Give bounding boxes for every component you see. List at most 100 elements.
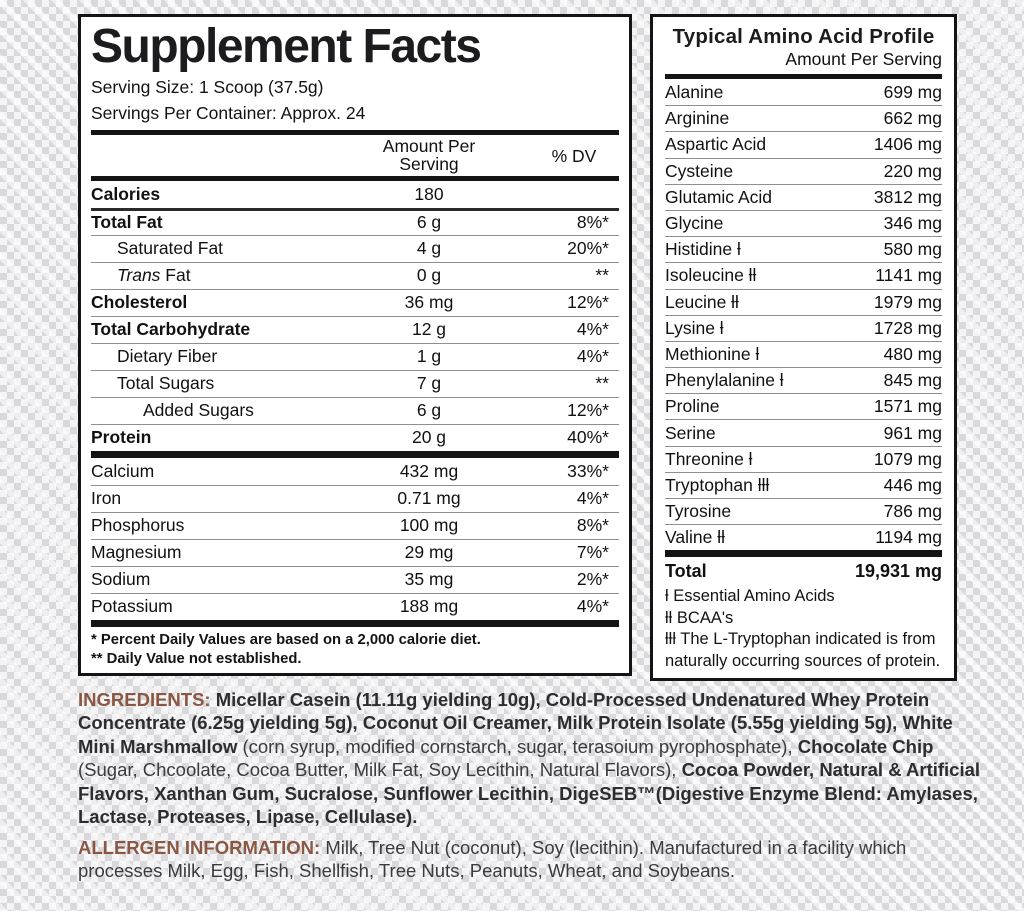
amino-amount: 346 mg [883, 213, 942, 234]
nutrient-name: Total Fat [91, 212, 163, 233]
table-row: Isoleucine ƚƚ 1141 mg [665, 262, 942, 288]
nutrient-name: Potassium [91, 596, 173, 617]
nutrient-amount: 6 g [416, 400, 442, 421]
allergen-label: ALLERGEN INFORMATION: [78, 837, 321, 858]
amino-total-amount: 19,931 mg [854, 560, 942, 581]
table-row: Calories 180 [91, 181, 619, 208]
nutrient-name: Iron [91, 488, 122, 509]
divider-bar [665, 550, 942, 558]
table-row: Lysine ƚ 1728 mg [665, 314, 942, 341]
servings-per-container: Servings Per Container: Approx. 24 [91, 103, 366, 124]
amino-amount: 480 mg [883, 343, 942, 364]
nutrient-name: Calcium [91, 460, 155, 481]
amino-name: Methionine ƚ [665, 343, 760, 364]
amino-amount: 1406 mg [873, 134, 942, 155]
amino-amount: 1979 mg [873, 291, 942, 312]
nutrient-dv: 7%* [576, 542, 609, 563]
amino-amount: 1079 mg [873, 448, 942, 469]
table-row: Tyrosine 786 mg [665, 498, 942, 524]
nutrient-amount: 1 g [416, 346, 442, 367]
nutrient-amount: 0.71 mg [397, 488, 461, 509]
nutrient-dv: 20%* [567, 238, 609, 259]
table-row: Aspartic Acid 1406 mg [665, 131, 942, 157]
table-row: Phenylalanine ƚ 845 mg [665, 367, 942, 393]
nutrient-amount: 180 [414, 183, 444, 204]
nutrient-amount: 20 g [411, 427, 447, 448]
nutrient-amount: 0 g [416, 265, 442, 286]
ingredients-segment: Cocoa Powder, Natural & Artificial Flavo… [78, 759, 981, 828]
nutrient-dv: 40%* [567, 427, 609, 448]
amino-amount: 1571 mg [873, 396, 942, 417]
footnote: ƚƚƚ The L-Tryptophan indicated is from n… [665, 630, 941, 670]
column-header-amount: Amount Per Serving [329, 136, 529, 174]
table-row: Calcium 432 mg 33%* [91, 458, 619, 485]
amino-rows: Alanine 699 mg Arginine 662 mg Aspartic Acid… [665, 79, 942, 550]
footnote: ** Daily Value not established. [91, 650, 302, 667]
ingredients-segment: Micellar Casein (11.11g yielding 10g), C… [78, 689, 953, 757]
nutrient-amount: 100 mg [399, 515, 459, 536]
column-header-amount-line1: Amount Per [382, 136, 476, 157]
amino-amount: 699 mg [883, 81, 942, 102]
serving-size: Serving Size: 1 Scoop (37.5g) [91, 76, 324, 97]
amino-amount: 1728 mg [873, 317, 942, 338]
amino-total-row: Total 19,931 mg [665, 557, 942, 585]
amino-amount: 3812 mg [873, 186, 942, 207]
amino-name: Lysine ƚ [665, 317, 724, 338]
table-row: Iron 0.71 mg 4%* [91, 484, 619, 512]
amino-name: Histidine ƚ [665, 239, 741, 260]
nutrient-dv: 8%* [576, 515, 609, 536]
nutrient-dv: 4%* [576, 346, 609, 367]
nutrient-dv: 33%* [567, 460, 609, 481]
nutrient-name: Calories [91, 183, 161, 204]
table-row: Valine ƚƚ 1194 mg [665, 524, 942, 550]
amino-name: Leucine ƚƚ [665, 291, 739, 312]
nutrient-name: Phosphorus [91, 515, 185, 536]
amino-amount: 786 mg [883, 501, 942, 522]
divider-bar [91, 619, 619, 627]
nutrient-dv: 8%* [576, 212, 609, 233]
amino-amount: 1141 mg [875, 265, 942, 286]
amino-name: Valine ƚƚ [665, 527, 725, 548]
table-row: Serine 961 mg [665, 419, 942, 445]
nutrient-name: Total Carbohydrate [91, 319, 251, 340]
nutrient-name: Cholesterol [91, 292, 188, 313]
table-row: Total Fat 6 g 8%* [91, 207, 619, 235]
table-row: Threonine ƚ 1079 mg [665, 445, 942, 472]
ingredients-segment: Chocolate Chip [797, 735, 934, 757]
table-row: Cholesterol 36 mg 12%* [91, 288, 619, 316]
amino-amount: 446 mg [883, 474, 942, 495]
amino-footnotes: ƚ Essential Amino Acids ƚƚ BCAA's ƚƚƚ The … [665, 585, 942, 672]
ingredients-paragraph: INGREDIENTS: Micellar Casein (11.11g yie… [78, 688, 992, 829]
footnote: ƚƚ BCAA's [665, 608, 734, 627]
ingredients-segment: (corn syrup, modified cornstarch, sugar,… [237, 735, 798, 757]
nutrient-amount: 12 g [411, 319, 447, 340]
table-row: Protein 20 g 40%* [91, 423, 619, 451]
nutrient-name: Saturated Fat [117, 238, 224, 259]
amino-name: Tyrosine [665, 501, 732, 522]
table-row: Histidine ƚ 580 mg [665, 236, 942, 262]
facts-rows-main: Calories 180 Total Fat 6 g 8%* Saturated Fat 4… [91, 181, 619, 451]
table-row: Total Carbohydrate 12 g 4%* [91, 315, 619, 343]
amino-name: Phenylalanine ƚ [665, 370, 784, 391]
table-row: Added Sugars 6 g 12%* [91, 396, 619, 424]
amino-amount: 1194 mg [875, 527, 942, 548]
amino-name: Alanine [665, 81, 724, 102]
footnote: * Percent Daily Values are based on a 2,… [91, 631, 481, 648]
table-row: Total Sugars 7 g ** [91, 369, 619, 397]
amino-panel-title: Typical Amino Acid Profile [672, 25, 935, 48]
table-row: Trans Fat 0 g ** [91, 261, 619, 289]
table-row: Proline 1571 mg [665, 393, 942, 419]
nutrient-dv: 12%* [567, 292, 609, 313]
table-row: Saturated Fat 4 g 20%* [91, 234, 619, 262]
table-row: Potassium 188 mg 4%* [91, 592, 619, 620]
allergen-text: Milk, Tree Nut (coconut), Soy (lecithin)… [78, 837, 907, 882]
nutrient-dv: 12%* [567, 400, 609, 421]
amino-name: Tryptophan ƚƚƚ [665, 474, 770, 495]
nutrient-dv: ** [595, 265, 609, 286]
nutrient-dv: 4%* [576, 488, 609, 509]
nutrient-amount: 188 mg [399, 596, 459, 617]
nutrient-dv: 2%* [576, 569, 609, 590]
table-row: Arginine 662 mg [665, 105, 942, 131]
divider-bar [91, 175, 619, 181]
